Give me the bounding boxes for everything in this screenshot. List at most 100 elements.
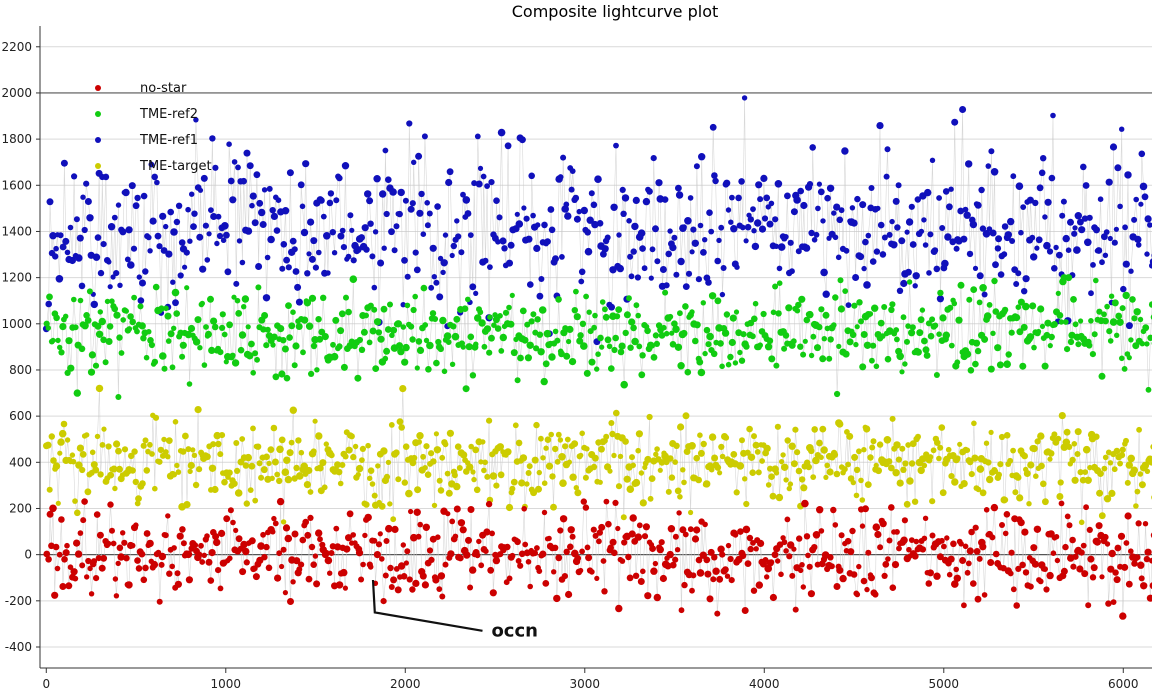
data-point xyxy=(106,443,112,449)
data-point xyxy=(388,228,395,235)
data-point xyxy=(1075,212,1082,219)
data-point xyxy=(527,584,533,590)
data-point xyxy=(59,323,66,330)
data-point xyxy=(839,575,846,582)
data-point xyxy=(1102,534,1108,540)
data-point xyxy=(913,283,918,288)
data-point xyxy=(267,236,275,244)
data-point xyxy=(1109,294,1114,299)
data-point xyxy=(780,452,785,457)
data-point xyxy=(239,568,246,575)
data-point xyxy=(432,316,438,322)
data-point xyxy=(1002,307,1008,313)
data-point xyxy=(508,242,515,249)
data-point xyxy=(186,576,193,583)
data-point xyxy=(489,531,495,537)
data-point xyxy=(56,275,64,283)
data-point xyxy=(354,375,361,382)
data-point xyxy=(820,269,828,277)
data-point xyxy=(856,448,862,454)
data-point xyxy=(836,421,843,428)
data-point xyxy=(809,353,814,358)
data-point xyxy=(80,451,87,458)
data-point xyxy=(368,467,375,474)
data-point xyxy=(939,538,945,544)
data-point xyxy=(777,266,783,272)
data-point xyxy=(68,225,74,231)
x-tick-label: 2000 xyxy=(390,677,421,691)
data-point xyxy=(1005,231,1012,238)
data-point xyxy=(162,366,168,372)
data-point xyxy=(240,178,247,185)
data-point xyxy=(712,178,718,184)
data-point xyxy=(299,450,305,456)
data-point xyxy=(729,577,735,583)
data-point xyxy=(401,257,408,264)
data-point xyxy=(796,468,803,475)
data-point xyxy=(742,95,747,100)
y-tick-label: 1800 xyxy=(1,132,32,146)
data-point xyxy=(1064,429,1071,436)
data-point xyxy=(579,549,585,555)
data-point xyxy=(293,268,300,275)
data-point xyxy=(795,308,801,314)
data-point xyxy=(812,237,818,243)
data-point xyxy=(646,188,653,195)
data-point xyxy=(233,281,239,287)
data-point xyxy=(783,477,788,482)
data-point xyxy=(450,362,455,367)
data-point xyxy=(208,207,214,213)
data-point xyxy=(1136,242,1142,248)
data-point xyxy=(893,327,899,333)
data-point xyxy=(967,547,974,554)
data-point xyxy=(268,446,275,453)
data-point xyxy=(446,490,453,497)
data-point xyxy=(342,162,349,169)
data-point xyxy=(852,274,859,281)
data-point xyxy=(505,142,512,149)
data-point xyxy=(537,332,543,338)
data-point xyxy=(783,332,790,339)
data-point xyxy=(969,471,975,477)
data-point xyxy=(1134,554,1140,560)
data-point xyxy=(521,205,526,210)
data-point xyxy=(249,537,256,544)
data-point xyxy=(608,304,615,311)
data-point xyxy=(1021,324,1028,331)
data-point xyxy=(228,507,234,513)
data-point xyxy=(218,530,225,537)
data-point xyxy=(379,190,386,197)
data-point xyxy=(640,569,646,575)
data-point xyxy=(307,515,313,521)
data-point xyxy=(697,569,705,577)
data-point xyxy=(1016,494,1023,501)
data-point xyxy=(742,476,747,481)
data-point xyxy=(826,356,832,362)
data-point xyxy=(313,265,319,271)
data-point xyxy=(862,239,869,246)
data-point xyxy=(261,466,268,473)
data-point xyxy=(649,276,654,281)
data-point xyxy=(498,129,506,137)
data-point xyxy=(283,524,290,531)
data-point xyxy=(630,325,637,332)
data-point xyxy=(366,197,373,204)
data-point xyxy=(537,470,542,475)
data-point xyxy=(1007,458,1013,464)
data-point xyxy=(729,195,735,201)
data-point xyxy=(215,441,221,447)
data-point xyxy=(783,548,789,554)
data-point xyxy=(1138,202,1143,207)
data-point xyxy=(1058,479,1064,485)
data-point xyxy=(1083,182,1090,189)
data-point xyxy=(1099,259,1105,265)
data-point xyxy=(497,214,503,220)
data-point xyxy=(948,473,954,479)
data-point xyxy=(399,385,406,392)
data-point xyxy=(751,588,757,594)
legend-label-no-star: no-star xyxy=(140,81,187,96)
data-point xyxy=(337,327,344,334)
data-point xyxy=(697,432,703,438)
data-point xyxy=(206,559,213,566)
data-point xyxy=(385,176,392,183)
